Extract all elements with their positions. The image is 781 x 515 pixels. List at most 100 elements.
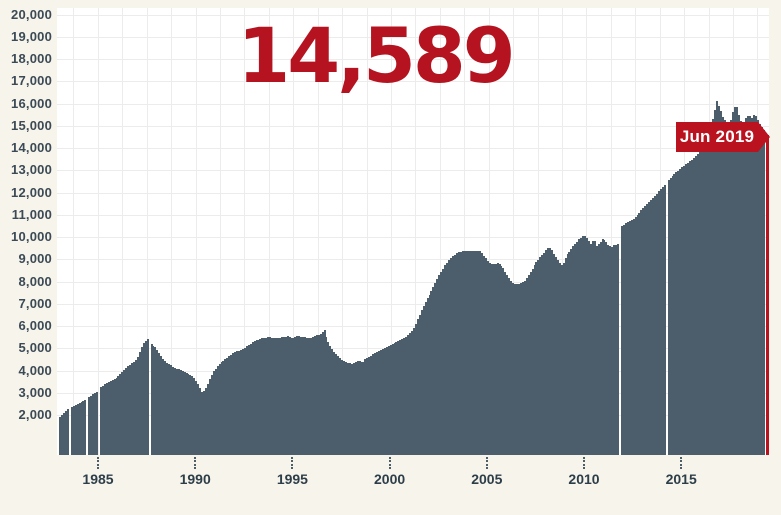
bar <box>718 105 721 455</box>
bar <box>587 240 590 455</box>
bar <box>74 404 77 455</box>
bar <box>471 250 474 455</box>
bar <box>134 360 137 455</box>
x-axis-label: 2005 <box>471 471 503 487</box>
bar <box>179 370 182 455</box>
bar <box>677 170 680 455</box>
bar <box>650 200 653 455</box>
bar <box>659 189 662 455</box>
bar <box>690 159 693 455</box>
bar <box>436 279 439 455</box>
bar <box>354 361 357 455</box>
bar <box>589 243 592 455</box>
bar <box>455 253 458 455</box>
bar <box>469 251 472 455</box>
bar <box>704 145 707 455</box>
bar <box>479 251 482 455</box>
bar <box>494 264 497 455</box>
bar <box>210 375 213 455</box>
gridline <box>464 8 466 455</box>
y-axis-label: 3,000 <box>18 384 52 400</box>
bar <box>370 355 373 455</box>
bar <box>317 334 320 455</box>
bar <box>638 212 641 455</box>
y-axis-label: 18,000 <box>11 51 52 66</box>
y-axis-label: 14,000 <box>11 140 52 155</box>
bar <box>523 280 526 455</box>
bar <box>428 294 431 455</box>
bar <box>144 340 147 455</box>
bar <box>131 363 134 455</box>
bar <box>140 347 143 455</box>
bar <box>685 164 688 455</box>
bar <box>249 343 252 455</box>
bar <box>731 112 734 455</box>
bar <box>432 286 435 455</box>
bar <box>601 239 604 455</box>
bar <box>115 377 118 455</box>
bar <box>117 376 120 455</box>
bar <box>401 338 404 455</box>
bar <box>560 264 563 455</box>
bar <box>107 382 110 455</box>
y-axis-label: 9,000 <box>18 251 52 267</box>
bar <box>403 337 406 455</box>
x-axis-label: 2010 <box>568 471 600 487</box>
bar <box>88 396 91 455</box>
bar <box>574 243 577 455</box>
bar <box>572 245 575 455</box>
bar <box>636 214 639 455</box>
bar <box>304 337 307 455</box>
bar <box>496 263 499 455</box>
bar <box>189 374 192 455</box>
bar <box>519 283 522 455</box>
bar <box>457 252 460 455</box>
bar <box>628 220 631 455</box>
gridline <box>244 8 246 455</box>
bar <box>113 378 116 455</box>
bar <box>407 335 410 455</box>
bar <box>337 355 340 455</box>
current-month-bar <box>765 134 769 455</box>
bar <box>282 336 285 455</box>
bar <box>537 259 540 455</box>
bar <box>335 353 338 455</box>
bar <box>280 337 283 455</box>
gridline <box>57 103 769 105</box>
bar <box>689 161 692 455</box>
bar <box>467 251 470 455</box>
bar <box>276 338 279 455</box>
bar <box>440 272 443 455</box>
bar <box>387 345 390 455</box>
y-axis-label: 11,000 <box>11 206 52 222</box>
bar <box>257 339 260 455</box>
bar <box>80 402 83 455</box>
bar <box>722 116 725 455</box>
bar <box>296 336 299 455</box>
bar <box>300 336 303 455</box>
bar <box>220 362 223 455</box>
bar <box>379 349 382 455</box>
x-axis-label: 2015 <box>665 471 697 487</box>
bar <box>607 244 610 455</box>
bar <box>737 114 740 455</box>
bar <box>201 391 204 455</box>
bar <box>654 195 657 455</box>
bar <box>245 346 248 455</box>
bar <box>191 375 194 455</box>
bar <box>273 337 276 455</box>
bar <box>230 354 233 455</box>
x-axis-label: 1995 <box>276 471 308 487</box>
bar <box>331 349 334 455</box>
bar <box>473 250 476 455</box>
bar <box>634 217 637 455</box>
bar <box>125 368 128 455</box>
bar <box>302 336 305 455</box>
bar <box>238 350 241 455</box>
bar <box>642 208 645 455</box>
bar <box>329 346 332 455</box>
bar <box>323 330 326 455</box>
bar <box>63 412 66 455</box>
bar <box>358 361 361 455</box>
bar <box>459 251 462 455</box>
